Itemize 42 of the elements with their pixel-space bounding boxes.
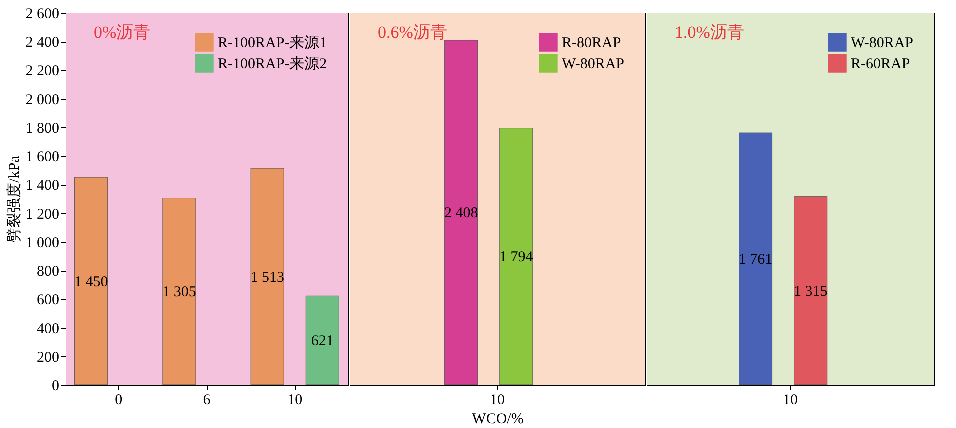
y-tick-label: 2 200 <box>26 64 60 80</box>
y-tick-label: 400 <box>37 321 60 338</box>
y-tick-label: 2 000 <box>26 92 60 108</box>
x-tick-label: 0 <box>115 392 123 408</box>
y-tick-label: 0 <box>52 378 60 394</box>
x-tick-label: 10 <box>783 392 798 408</box>
data-label: 1 761 <box>738 252 773 268</box>
x-axis-title: WCO/% <box>472 412 524 428</box>
y-tick-label: 200 <box>37 350 60 366</box>
data-label: 1 450 <box>74 274 108 290</box>
band-label: 1.0%沥青 <box>675 23 744 42</box>
y-tick-label: 1 400 <box>26 178 60 194</box>
data-label: 1 315 <box>794 284 828 300</box>
data-label: 1 305 <box>162 284 196 301</box>
y-tick-label: 1 000 <box>26 235 60 252</box>
y-tick-label: 1 800 <box>26 120 60 137</box>
legend-label: R-60RAP <box>851 56 910 72</box>
x-tick-label: 6 <box>203 392 212 408</box>
bar <box>162 198 196 386</box>
x-tick-label: 10 <box>288 392 303 408</box>
y-tick-label: 600 <box>37 292 60 309</box>
y-axis-title: 劈裂强度/kPa <box>6 156 23 243</box>
data-label: 621 <box>311 334 334 350</box>
legend-label: R-100RAP-来源2 <box>218 56 328 72</box>
bar <box>74 177 108 386</box>
legend-label: R-100RAP-来源1 <box>218 34 328 52</box>
bar <box>306 296 340 386</box>
y-tick-label: 1 600 <box>26 150 60 166</box>
y-tick-label: 1 200 <box>26 206 60 223</box>
x-tick-label: 10 <box>490 392 505 408</box>
legend-label: W-80RAP <box>851 36 914 52</box>
data-label: 2 408 <box>444 206 478 222</box>
y-tick-label: 2 600 <box>26 6 60 22</box>
band-label: 0%沥青 <box>94 23 151 42</box>
data-label: 1 513 <box>250 270 284 286</box>
band-label: 0.6%沥青 <box>378 23 448 42</box>
y-tick-label: 800 <box>37 264 60 280</box>
y-tick-label: 2 400 <box>26 35 60 52</box>
data-label: 1 794 <box>500 250 534 266</box>
legend-label: R-80RAP <box>562 36 622 52</box>
bar <box>250 168 284 386</box>
legend-label: W-80RAP <box>562 56 625 72</box>
